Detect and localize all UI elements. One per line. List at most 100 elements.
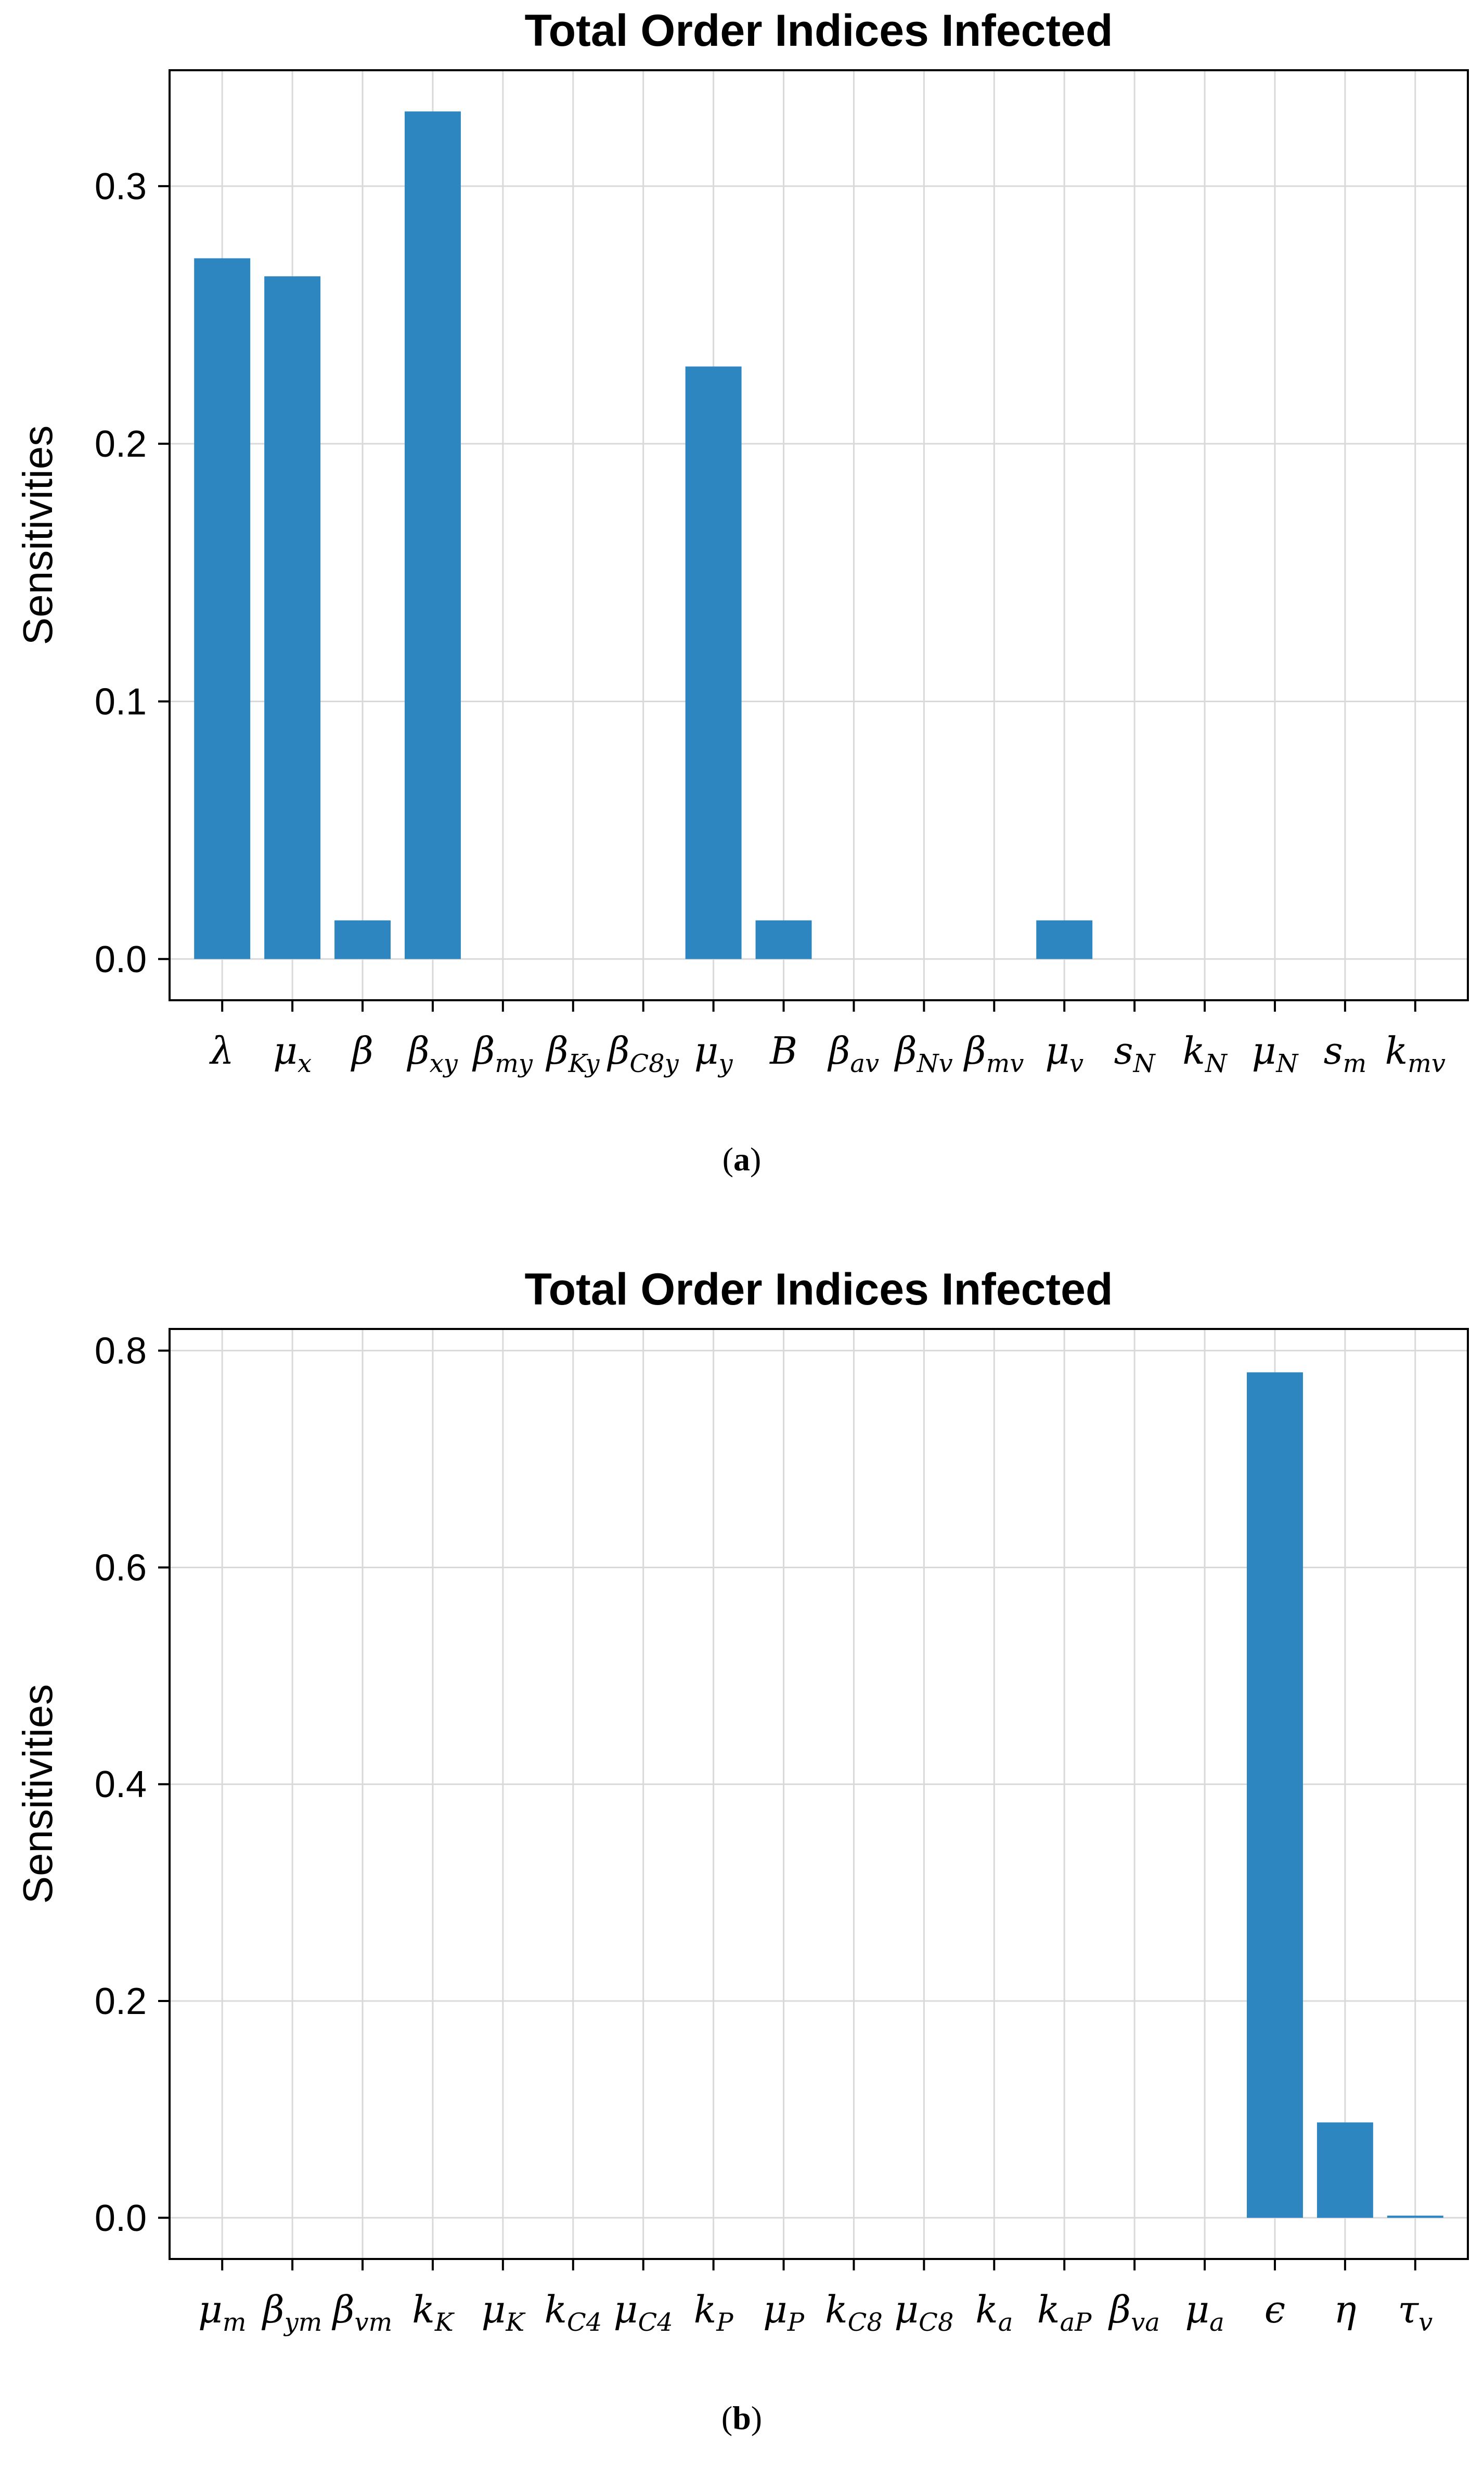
x-tick-label: kN — [1182, 1029, 1228, 1078]
x-tick-subscript: C8 — [848, 2308, 883, 2337]
x-tick-label: μN — [1252, 1029, 1299, 1078]
x-tick-subscript: va — [1131, 2308, 1160, 2337]
x-tick-symbol: μ — [198, 2288, 223, 2331]
x-tick-symbol: β — [331, 2288, 355, 2331]
x-tick-label: μv — [1045, 1029, 1083, 1078]
x-tick-subscript: C8y — [629, 1049, 679, 1078]
x-tick-symbol: ϵ — [1264, 2288, 1285, 2331]
bar — [404, 111, 461, 959]
x-tick-label: λ — [209, 1029, 234, 1073]
x-tick-subscript: C8 — [919, 2308, 953, 2337]
bar — [1387, 2215, 1443, 2218]
plot-frame — [169, 1328, 1469, 2260]
y-axis-label: Sensitivities — [15, 425, 61, 645]
x-tick-subscript: P — [716, 2308, 733, 2337]
x-tick-symbol: τ — [1398, 2288, 1419, 2331]
x-tick-label: βva — [1107, 2288, 1159, 2337]
y-tick-label: 0.0 — [95, 939, 147, 980]
x-tick-subscript: xy — [430, 1049, 458, 1078]
x-tick-symbol: λ — [209, 1029, 234, 1073]
caption-letter: b — [732, 2399, 751, 2436]
y-tick-label: 0.4 — [95, 1764, 147, 1805]
x-tick-symbol: μ — [614, 2288, 638, 2331]
x-tick-subscript: N — [1205, 1049, 1228, 1078]
x-tick-symbol: β — [894, 1029, 917, 1073]
x-tick-symbol: μ — [763, 2288, 788, 2331]
bar — [334, 920, 391, 959]
bar — [685, 366, 742, 959]
bar — [264, 276, 321, 959]
chart-title: Total Order Indices Infected — [525, 6, 1113, 56]
y-axis-label: Sensitivities — [15, 1684, 61, 1904]
x-tick-symbol: β — [472, 1029, 495, 1073]
x-tick-label: kP — [694, 2288, 734, 2337]
caption-letter: a — [733, 1141, 750, 1178]
x-tick-subscript: my — [495, 1049, 533, 1078]
x-tick-label: βNv — [894, 1029, 953, 1078]
y-tick-label: 0.0 — [95, 2198, 147, 2239]
x-tick-symbol: μ — [273, 1029, 298, 1073]
x-tick-symbol: k — [694, 2288, 717, 2331]
x-tick-symbol: β — [261, 2288, 285, 2331]
x-tick-symbol: μ — [694, 1029, 719, 1073]
x-tick-label: μC4 — [614, 2288, 673, 2337]
x-tick-subscript: aP — [1060, 2308, 1092, 2337]
x-tick-label: μm — [198, 2288, 246, 2337]
x-tick-subscript: ym — [283, 2308, 322, 2337]
x-tick-subscript: mv — [1408, 1049, 1446, 1078]
x-tick-label: ϵ — [1264, 2288, 1285, 2331]
x-tick-label: τv — [1398, 2288, 1433, 2337]
x-tick-subscript: Nv — [917, 1049, 953, 1078]
x-tick-symbol: μ — [1252, 1029, 1276, 1073]
y-tick-label: 0.2 — [95, 1981, 147, 2022]
y-tick-label: 0.6 — [95, 1547, 147, 1589]
x-tick-subscript: N — [1133, 1049, 1156, 1078]
x-tick-symbol: s — [1324, 1029, 1343, 1073]
x-tick-symbol: β — [350, 1029, 373, 1073]
x-tick-symbol: β — [406, 1029, 430, 1073]
x-tick-label: βKy — [545, 1029, 600, 1078]
x-tick-symbol: k — [412, 2288, 435, 2331]
x-tick-label: βmv — [963, 1029, 1024, 1078]
y-tick-label: 0.8 — [95, 1331, 147, 1372]
bar — [194, 258, 251, 959]
x-tick-subscript: m — [1343, 1049, 1367, 1078]
x-tick-subscript: Ky — [568, 1049, 600, 1078]
x-tick-label: kC4 — [544, 2288, 602, 2337]
x-tick-subscript: N — [1275, 1049, 1299, 1078]
bar — [1317, 2122, 1373, 2218]
x-tick-subscript: K — [505, 2308, 526, 2337]
x-tick-label: βav — [827, 1029, 879, 1078]
x-tick-label: kmv — [1385, 1029, 1446, 1078]
x-tick-label: μK — [482, 2288, 526, 2337]
x-tick-symbol: B — [769, 1029, 797, 1073]
x-tick-symbol: β — [963, 1029, 986, 1073]
x-tick-label: η — [1334, 2288, 1356, 2331]
x-tick-subscript: vm — [355, 2308, 393, 2337]
x-tick-symbol: β — [545, 1029, 569, 1073]
x-tick-label: ka — [975, 2288, 1013, 2337]
chart-title: Total Order Indices Infected — [525, 1264, 1113, 1314]
x-tick-subscript: x — [298, 1049, 312, 1078]
x-tick-symbol: μ — [1185, 2288, 1209, 2331]
x-tick-subscript: C4 — [567, 2308, 602, 2337]
x-tick-symbol: β — [827, 1029, 850, 1073]
x-tick-label: μC8 — [894, 2288, 953, 2337]
x-tick-label: B — [769, 1029, 797, 1073]
x-tick-label: βmy — [472, 1029, 533, 1078]
y-tick-label: 0.2 — [95, 423, 147, 465]
x-tick-subscript: mv — [986, 1049, 1024, 1078]
x-tick-subscript: C4 — [638, 2308, 673, 2337]
x-tick-subscript: P — [787, 2308, 805, 2337]
x-tick-symbol: k — [825, 2288, 848, 2331]
x-tick-label: μx — [273, 1029, 312, 1078]
x-tick-label: μy — [694, 1029, 733, 1078]
bar — [1247, 1372, 1303, 2218]
x-tick-label: βC8y — [606, 1029, 679, 1078]
x-tick-symbol: k — [1182, 1029, 1205, 1073]
x-tick-label: sm — [1324, 1029, 1366, 1078]
x-tick-symbol: k — [1037, 2288, 1060, 2331]
bar-chart-b: μm βym βvm kK μK kC4 μC4 kP μP kC8 μC8 ka kaP βva μa ϵ η… — [15, 1264, 1469, 2436]
x-tick-subscript: y — [717, 1049, 733, 1078]
